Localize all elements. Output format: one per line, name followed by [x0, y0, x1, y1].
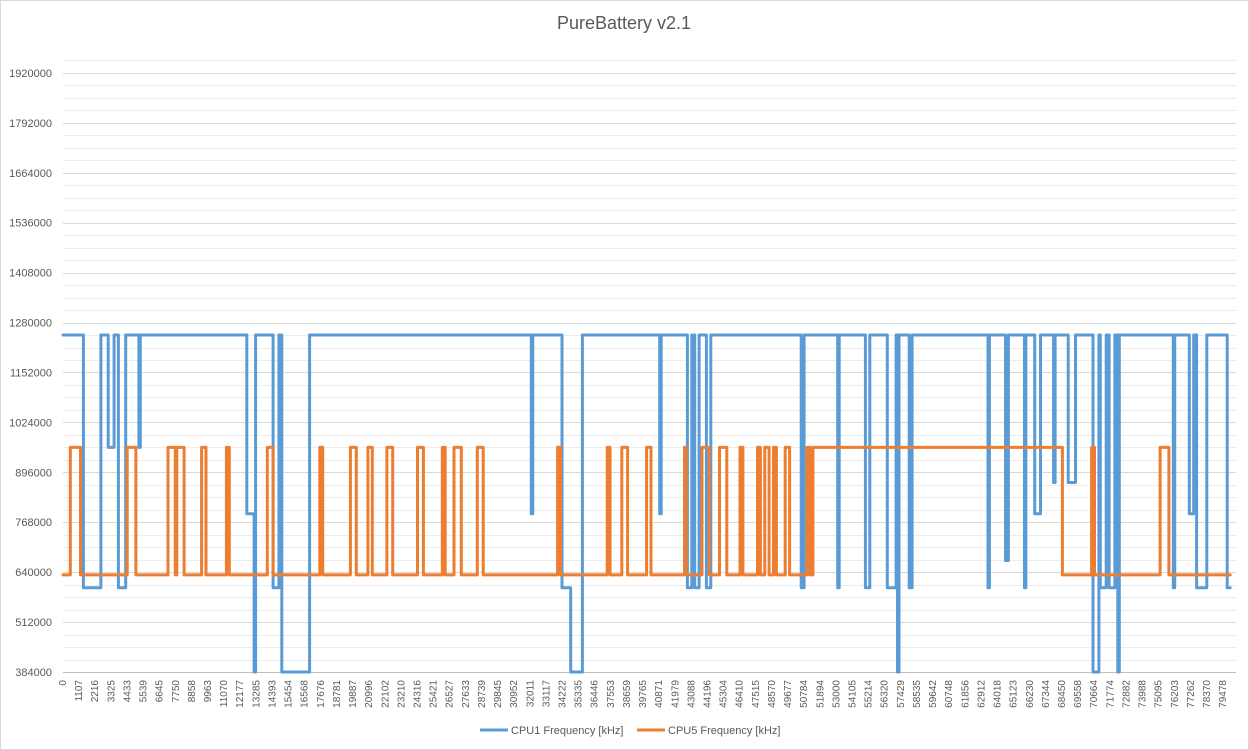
x-tick-label: 27633: [461, 680, 472, 708]
x-tick-label: 6645: [155, 680, 166, 703]
x-tick-label: 9963: [203, 680, 214, 703]
x-tick-label: 49677: [783, 680, 794, 708]
x-tick-label: 77262: [1186, 680, 1197, 708]
x-tick-label: 62912: [976, 680, 987, 708]
x-tick-label: 40871: [654, 680, 665, 708]
x-tick-label: 13285: [251, 680, 262, 708]
x-tick-label: 56320: [880, 680, 891, 708]
x-tick-label: 26527: [445, 680, 456, 708]
x-tick-label: 33117: [541, 680, 552, 708]
legend: CPU1 Frequency [kHz] CPU5 Frequency [kHz]: [480, 725, 780, 737]
x-tick-label: 23210: [396, 680, 407, 708]
x-tick-label: 20996: [364, 680, 375, 708]
x-tick-label: 35335: [574, 680, 585, 708]
x-tick-label: 36446: [590, 680, 601, 708]
series-line-2: [61, 445, 1232, 577]
series-line-1: [61, 333, 1232, 674]
x-axis-ticks: 0 1107 2216 3325 4433 5539 6645 7750 8858 9963 110…: [58, 680, 1229, 708]
x-tick-label: 44196: [703, 680, 714, 708]
x-tick-label: 28739: [477, 680, 488, 708]
y-tick-label: 1152000: [10, 367, 52, 379]
x-tick-label: 24316: [412, 680, 423, 708]
x-tick-label: 55214: [864, 680, 875, 708]
x-tick-label: 11070: [219, 680, 230, 708]
y-tick-label: 1408000: [9, 268, 52, 280]
x-tick-label: 65123: [1009, 680, 1020, 708]
y-tick-label: 1536000: [9, 218, 52, 230]
x-tick-label: 71774: [1105, 680, 1116, 708]
y-tick-label: 640000: [15, 567, 52, 579]
x-tick-label: 45304: [719, 680, 730, 708]
y-tick-label: 1792000: [9, 118, 52, 130]
x-tick-label: 39765: [638, 680, 649, 708]
x-tick-label: 47515: [751, 680, 762, 708]
x-tick-label: 75095: [1154, 680, 1165, 708]
x-tick-label: 72882: [1121, 680, 1132, 708]
y-tick-label: 1920000: [9, 68, 52, 80]
x-tick-label: 78370: [1202, 680, 1213, 708]
x-tick-label: 68450: [1057, 680, 1068, 708]
x-tick-label: 15454: [284, 680, 295, 708]
x-tick-label: 76203: [1170, 680, 1181, 708]
x-tick-label: 54105: [848, 680, 859, 708]
x-tick-label: 70664: [1089, 680, 1100, 708]
x-tick-label: 14393: [267, 680, 278, 708]
x-tick-label: 57429: [896, 680, 907, 708]
y-tick-label: 1664000: [9, 168, 52, 180]
y-tick-label: 768000: [15, 517, 52, 529]
x-tick-label: 38659: [622, 680, 633, 708]
x-tick-label: 4433: [122, 680, 133, 703]
x-tick-label: 67344: [1041, 680, 1052, 708]
x-tick-label: 73988: [1138, 680, 1149, 708]
x-tick-label: 51894: [815, 680, 826, 708]
x-tick-label: 66230: [1025, 680, 1036, 708]
x-tick-label: 58535: [912, 680, 923, 708]
x-tick-label: 1107: [74, 680, 85, 702]
x-tick-label: 61856: [960, 680, 971, 708]
x-tick-label: 50784: [799, 680, 810, 708]
x-tick-label: 34222: [557, 680, 568, 708]
x-tick-label: 2216: [90, 680, 101, 703]
x-tick-label: 25421: [429, 680, 440, 708]
x-tick-label: 0: [58, 680, 69, 686]
x-tick-label: 29845: [493, 680, 504, 708]
x-tick-label: 46410: [735, 680, 746, 708]
x-tick-label: 22102: [380, 680, 391, 708]
x-tick-label: 5539: [139, 680, 150, 703]
x-tick-label: 59642: [928, 680, 939, 708]
chart-title: PureBattery v2.1: [557, 13, 691, 33]
x-tick-label: 53000: [831, 680, 842, 708]
x-tick-label: 30952: [509, 680, 520, 708]
y-tick-label: 1024000: [9, 417, 52, 429]
x-tick-label: 64018: [993, 680, 1004, 708]
legend-label-2: CPU5 Frequency [kHz]: [668, 725, 780, 737]
series-lines: [61, 333, 1232, 674]
x-tick-label: 43088: [686, 680, 697, 708]
x-tick-label: 32011: [525, 680, 536, 708]
x-tick-label: 7750: [171, 680, 182, 703]
x-tick-label: 79478: [1218, 680, 1229, 708]
x-tick-label: 17676: [316, 680, 327, 708]
x-tick-label: 18781: [332, 680, 343, 708]
x-tick-label: 41979: [670, 680, 681, 708]
x-tick-label: 48570: [767, 680, 778, 708]
x-tick-label: 69558: [1073, 680, 1084, 708]
y-axis-ticks: 384000 512000 640000 768000 896000 1024000 115…: [9, 68, 52, 679]
y-tick-label: 1280000: [9, 318, 52, 330]
x-tick-label: 16568: [300, 680, 311, 708]
x-tick-label: 19887: [348, 680, 359, 708]
y-tick-label: 384000: [15, 667, 52, 679]
y-tick-label: 896000: [15, 467, 52, 479]
x-tick-label: 8858: [187, 680, 198, 703]
x-tick-label: 60748: [944, 680, 955, 708]
x-tick-label: 3325: [106, 680, 117, 703]
legend-label-1: CPU1 Frequency [kHz]: [511, 725, 623, 737]
y-tick-label: 512000: [15, 617, 52, 629]
x-tick-label: 37553: [606, 680, 617, 708]
x-tick-label: 12177: [235, 680, 246, 708]
